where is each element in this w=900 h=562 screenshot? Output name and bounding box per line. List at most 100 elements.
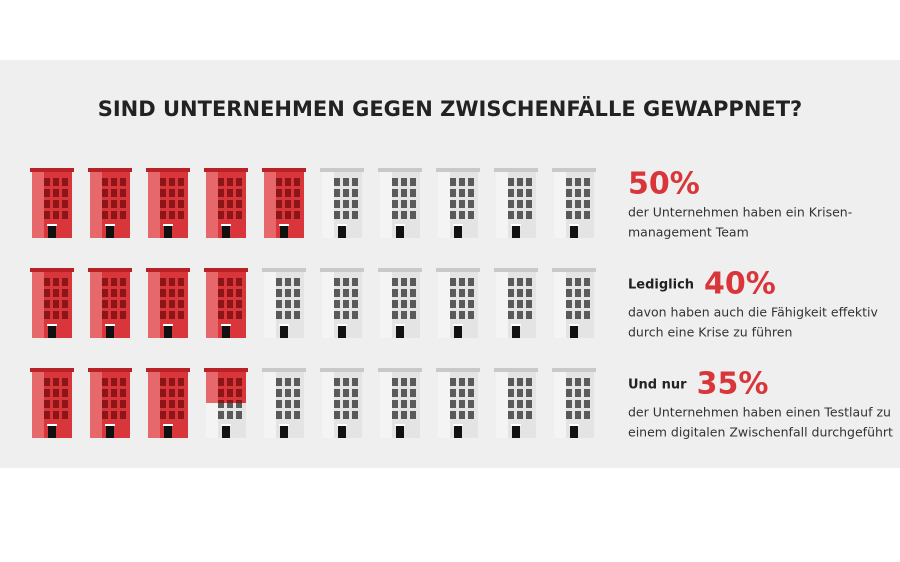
window — [111, 200, 117, 208]
window — [44, 178, 50, 186]
window — [584, 389, 590, 397]
value-label: 35% — [697, 367, 769, 402]
door-lintel — [221, 324, 231, 326]
door — [222, 326, 230, 338]
window — [401, 411, 407, 419]
roof — [494, 368, 538, 372]
window — [102, 189, 108, 197]
window — [218, 211, 224, 219]
window — [468, 189, 474, 197]
window — [276, 411, 282, 419]
window — [459, 389, 465, 397]
window — [410, 400, 416, 408]
window — [566, 311, 572, 319]
window — [111, 400, 117, 408]
window — [584, 300, 590, 308]
roof — [552, 168, 596, 172]
door-lintel — [453, 424, 463, 426]
window — [508, 289, 514, 297]
window — [44, 389, 50, 397]
body-shade — [148, 372, 160, 438]
value-label: 50% — [628, 167, 700, 202]
window — [169, 300, 175, 308]
door-lintel — [569, 324, 579, 326]
window — [459, 311, 465, 319]
window — [227, 400, 233, 403]
door-lintel — [511, 324, 521, 326]
roof — [262, 168, 306, 172]
window — [566, 289, 572, 297]
window — [102, 389, 108, 397]
window — [102, 400, 108, 408]
window — [294, 311, 300, 319]
window — [236, 400, 242, 408]
door — [570, 326, 578, 338]
window — [526, 211, 532, 219]
body-shade — [206, 172, 218, 238]
window — [53, 389, 59, 397]
window — [575, 200, 581, 208]
door — [280, 426, 288, 438]
window — [169, 311, 175, 319]
window — [450, 378, 456, 386]
window — [352, 200, 358, 208]
window — [218, 389, 224, 397]
window — [294, 300, 300, 308]
window — [392, 211, 398, 219]
window — [575, 389, 581, 397]
window — [53, 289, 59, 297]
window — [334, 189, 340, 197]
window — [459, 300, 465, 308]
building — [494, 368, 538, 438]
door-lintel — [453, 224, 463, 226]
door — [106, 426, 114, 438]
description: der Unternehmen haben einen Testlauf zu — [628, 405, 891, 420]
window — [450, 300, 456, 308]
window — [285, 211, 291, 219]
door-lintel — [337, 424, 347, 426]
window — [218, 311, 224, 319]
window — [566, 389, 572, 397]
window — [401, 278, 407, 286]
window — [111, 211, 117, 219]
window — [566, 411, 572, 419]
window — [410, 300, 416, 308]
window — [236, 311, 242, 319]
building — [552, 368, 596, 438]
body-shade — [380, 172, 392, 238]
window — [53, 178, 59, 186]
window — [584, 311, 590, 319]
window — [343, 211, 349, 219]
window — [178, 400, 184, 408]
building — [494, 268, 538, 338]
roof — [88, 368, 132, 372]
door — [396, 226, 404, 238]
window — [410, 200, 416, 208]
roof — [320, 368, 364, 372]
window — [334, 300, 340, 308]
window — [584, 200, 590, 208]
window — [392, 189, 398, 197]
window — [276, 278, 282, 286]
window — [120, 278, 126, 286]
window — [178, 189, 184, 197]
window — [566, 189, 572, 197]
window — [120, 400, 126, 408]
window — [102, 211, 108, 219]
window — [120, 200, 126, 208]
roof — [320, 168, 364, 172]
door-lintel — [511, 224, 521, 226]
building — [552, 268, 596, 338]
window — [276, 300, 282, 308]
window — [343, 400, 349, 408]
window — [468, 300, 474, 308]
window — [227, 300, 233, 308]
door — [338, 326, 346, 338]
window — [218, 400, 224, 403]
window — [120, 411, 126, 419]
window — [392, 178, 398, 186]
body-shade — [32, 172, 44, 238]
window — [236, 300, 242, 308]
door-lintel — [105, 424, 115, 426]
window — [178, 311, 184, 319]
